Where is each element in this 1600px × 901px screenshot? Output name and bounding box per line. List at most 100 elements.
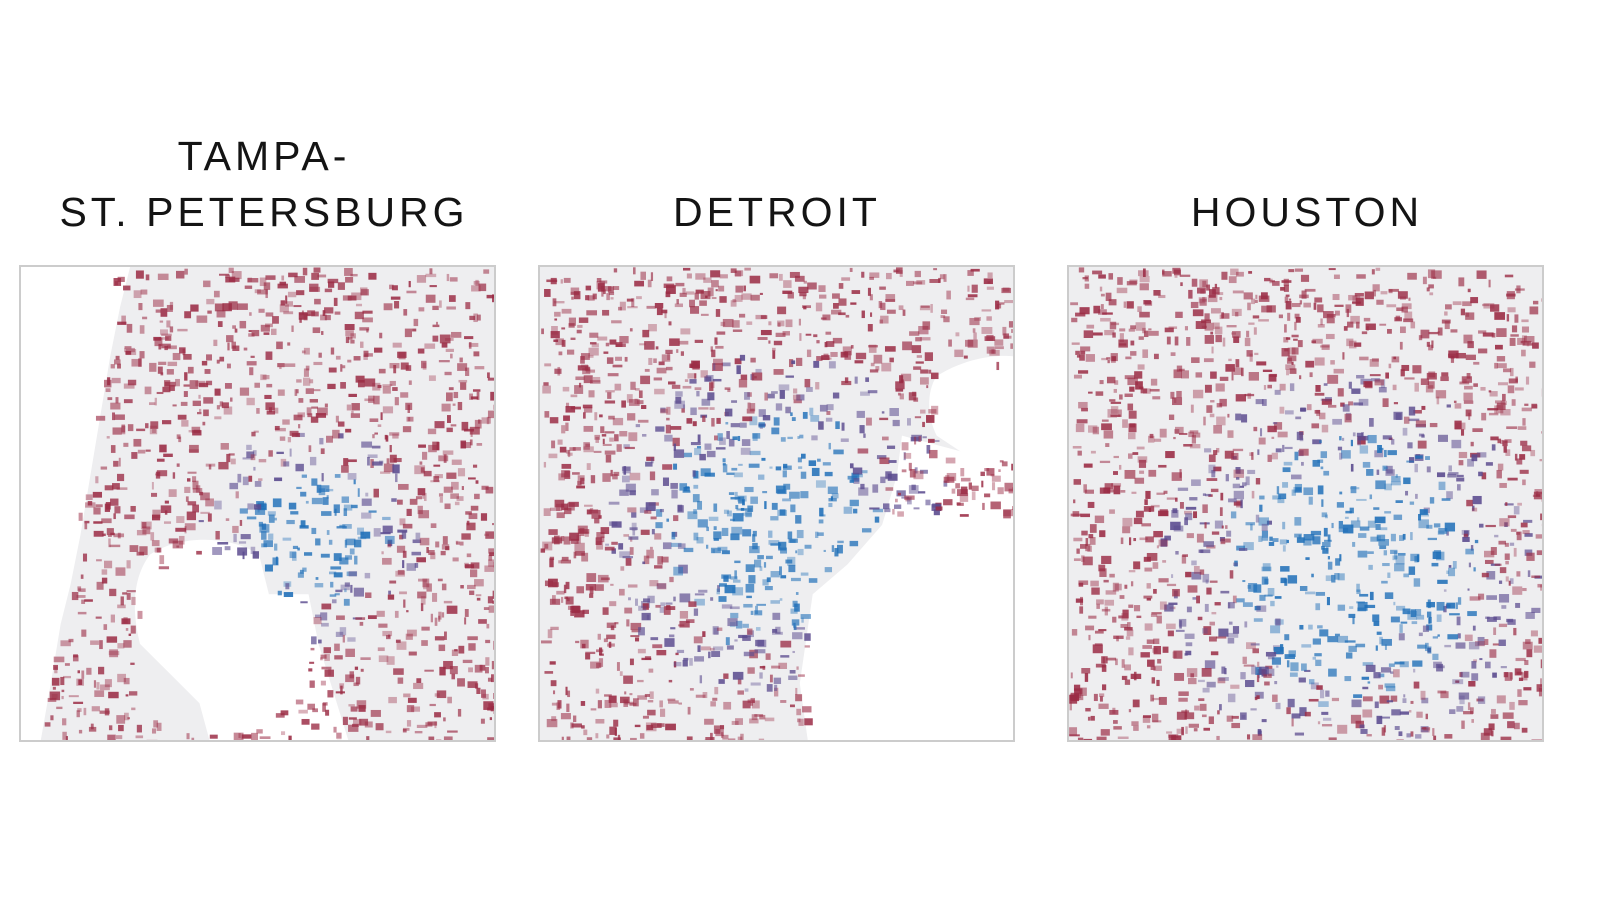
map-texture-block bbox=[274, 477, 283, 482]
map-texture-block bbox=[872, 508, 884, 513]
map-texture-block bbox=[398, 483, 409, 490]
map-texture-block bbox=[606, 293, 610, 301]
map-texture-block bbox=[1317, 625, 1323, 629]
map-texture-block bbox=[1084, 283, 1090, 289]
map-texture-block bbox=[768, 540, 780, 545]
map-texture-block bbox=[101, 518, 112, 524]
map-texture-block bbox=[1382, 398, 1389, 408]
map-texture-block bbox=[570, 394, 578, 398]
map-texture-block bbox=[1156, 615, 1162, 624]
map-texture-block bbox=[142, 316, 148, 320]
map-texture-block bbox=[619, 489, 629, 496]
map-texture-block bbox=[542, 541, 553, 551]
map-texture-block bbox=[1259, 428, 1263, 437]
map-texture-block bbox=[1524, 533, 1533, 537]
map-texture-block bbox=[370, 459, 374, 469]
map-texture-block bbox=[1152, 697, 1161, 701]
map-texture-block bbox=[476, 391, 480, 400]
map-texture-block bbox=[487, 377, 494, 381]
map-texture-block bbox=[1213, 450, 1218, 456]
map-texture-block bbox=[696, 390, 700, 397]
map-texture-block bbox=[237, 303, 248, 310]
map-texture-block bbox=[1321, 711, 1329, 715]
map-texture-block bbox=[1521, 445, 1532, 452]
map-texture-block bbox=[745, 564, 755, 573]
map-texture-block bbox=[1253, 618, 1263, 622]
map-texture-block bbox=[142, 522, 147, 528]
map-texture-block bbox=[392, 433, 399, 439]
map-texture-block bbox=[93, 507, 101, 515]
map-texture-block bbox=[1108, 273, 1114, 280]
map-texture-block bbox=[1320, 466, 1324, 470]
map-texture-block bbox=[1356, 601, 1365, 604]
map-texture-block bbox=[589, 332, 599, 338]
map-texture-block bbox=[694, 387, 702, 391]
map-texture-block bbox=[96, 581, 104, 590]
map-texture-block bbox=[1350, 315, 1360, 324]
map-texture-block bbox=[842, 346, 852, 356]
tampa-urban-pattern bbox=[44, 267, 494, 740]
map-texture-block bbox=[1359, 356, 1369, 361]
map-texture-block bbox=[1271, 436, 1275, 439]
map-texture-block bbox=[562, 386, 570, 392]
map-texture-block bbox=[668, 381, 676, 385]
map-texture-block bbox=[1359, 724, 1365, 729]
map-texture-block bbox=[876, 455, 887, 460]
map-texture-block bbox=[735, 620, 743, 629]
map-texture-block bbox=[367, 615, 377, 620]
map-texture-block bbox=[1421, 727, 1427, 730]
map-texture-block bbox=[1444, 522, 1456, 532]
map-texture-block bbox=[734, 270, 744, 277]
map-texture-block bbox=[175, 527, 187, 532]
map-texture-block bbox=[105, 388, 111, 393]
map-texture-block bbox=[789, 704, 795, 708]
map-texture-block bbox=[1337, 446, 1343, 451]
map-texture-block bbox=[920, 409, 926, 414]
map-texture-block bbox=[675, 396, 682, 404]
map-texture-block bbox=[1361, 676, 1370, 680]
map-texture-block bbox=[596, 541, 604, 550]
map-texture-block bbox=[721, 732, 724, 738]
map-texture-block bbox=[260, 324, 270, 332]
map-texture-block bbox=[251, 431, 256, 437]
map-texture-block bbox=[1457, 597, 1462, 605]
map-texture-block bbox=[1467, 458, 1474, 467]
map-texture-block bbox=[1490, 547, 1497, 555]
map-texture-block bbox=[633, 267, 636, 275]
map-texture-block bbox=[647, 709, 656, 716]
map-texture-block bbox=[1104, 599, 1115, 606]
map-texture-block bbox=[358, 705, 366, 712]
map-texture-block bbox=[1153, 353, 1159, 360]
map-texture-block bbox=[1203, 541, 1214, 547]
map-texture-block bbox=[429, 268, 433, 275]
map-texture-block bbox=[1246, 734, 1251, 740]
map-texture-block bbox=[484, 565, 494, 572]
map-texture-block bbox=[653, 377, 663, 381]
map-texture-block bbox=[156, 470, 168, 477]
map-texture-block bbox=[386, 656, 395, 665]
map-texture-block bbox=[1379, 695, 1390, 704]
map-texture-block bbox=[1385, 686, 1396, 692]
map-texture-block bbox=[1531, 607, 1541, 613]
map-texture-block bbox=[1420, 378, 1430, 386]
map-texture-block bbox=[690, 442, 701, 446]
map-texture-block bbox=[407, 697, 417, 703]
map-texture-block bbox=[757, 337, 768, 340]
map-texture-block bbox=[389, 454, 397, 463]
map-texture-block bbox=[765, 653, 771, 660]
map-texture-block bbox=[558, 351, 563, 356]
map-texture-block bbox=[444, 503, 451, 510]
map-texture-block bbox=[1098, 629, 1107, 632]
map-texture-block bbox=[1106, 357, 1111, 360]
map-texture-block bbox=[698, 407, 709, 410]
detroit-urban-pattern bbox=[540, 267, 1013, 740]
map-texture-block bbox=[1496, 356, 1506, 362]
map-texture-block bbox=[656, 649, 667, 656]
map-texture-block bbox=[1433, 523, 1441, 528]
map-texture-block bbox=[792, 394, 801, 400]
map-texture-block bbox=[152, 299, 164, 307]
map-texture-block bbox=[655, 426, 665, 432]
map-texture-block bbox=[423, 580, 427, 590]
map-texture-block bbox=[415, 532, 421, 540]
map-texture-block bbox=[1184, 510, 1192, 515]
